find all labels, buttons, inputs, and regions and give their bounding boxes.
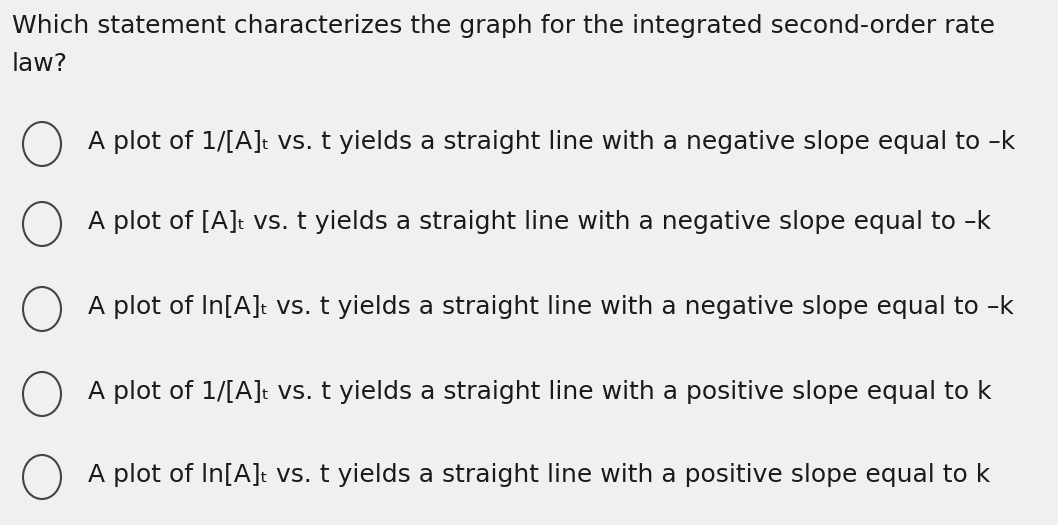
Text: Which statement characterizes the graph for the integrated second-order rate: Which statement characterizes the graph …	[12, 14, 995, 38]
Text: A plot of [A]ₜ vs. t yields a straight line with a negative slope equal to –k: A plot of [A]ₜ vs. t yields a straight l…	[88, 210, 991, 234]
Text: A plot of ln[A]ₜ vs. t yields a straight line with a positive slope equal to k: A plot of ln[A]ₜ vs. t yields a straight…	[88, 463, 990, 487]
Text: A plot of 1/[A]ₜ vs. t yields a straight line with a negative slope equal to –k: A plot of 1/[A]ₜ vs. t yields a straight…	[88, 130, 1016, 154]
Text: A plot of ln[A]ₜ vs. t yields a straight line with a negative slope equal to –k: A plot of ln[A]ₜ vs. t yields a straight…	[88, 295, 1014, 319]
Text: A plot of 1/[A]ₜ vs. t yields a straight line with a positive slope equal to k: A plot of 1/[A]ₜ vs. t yields a straight…	[88, 380, 991, 404]
Text: law?: law?	[12, 52, 68, 76]
